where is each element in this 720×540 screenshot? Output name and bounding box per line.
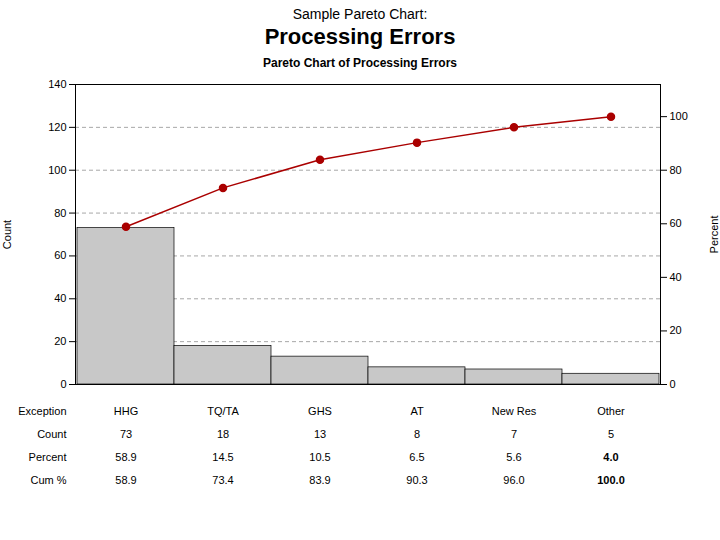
svg-text:58.9: 58.9 <box>115 474 136 486</box>
svg-text:20: 20 <box>670 324 682 336</box>
svg-text:HHG: HHG <box>114 405 138 417</box>
svg-text:4.0: 4.0 <box>603 451 618 463</box>
html-text:Processing Errors: Processing Errors <box>264 24 456 49</box>
svg-text:5.6: 5.6 <box>506 451 521 463</box>
svg-text:60: 60 <box>670 217 682 229</box>
svg-text:20: 20 <box>54 335 66 347</box>
svg-text:14.5: 14.5 <box>212 451 233 463</box>
svg-text:73.4: 73.4 <box>212 474 233 486</box>
svg-text:100: 100 <box>670 110 688 122</box>
svg-text:140: 140 <box>48 78 66 90</box>
svg-text:73: 73 <box>120 428 132 440</box>
svg-text:7: 7 <box>511 428 517 440</box>
svg-text:90.3: 90.3 <box>406 474 427 486</box>
svg-text:83.9: 83.9 <box>309 474 330 486</box>
svg-text:10.5: 10.5 <box>309 451 330 463</box>
svg-text:0: 0 <box>60 378 66 390</box>
svg-text:GHS: GHS <box>308 405 332 417</box>
svg-text:58.9: 58.9 <box>115 451 136 463</box>
svg-text:100: 100 <box>48 164 66 176</box>
html-text:Pareto Chart of Processing Err: Pareto Chart of Processing Errors <box>263 56 457 70</box>
svg-text:8: 8 <box>414 428 420 440</box>
svg-text:TQ/TA: TQ/TA <box>207 405 239 417</box>
svg-text:80: 80 <box>54 207 66 219</box>
svg-text:96.0: 96.0 <box>503 474 524 486</box>
svg-text:100.0: 100.0 <box>597 474 625 486</box>
svg-text:Exception: Exception <box>18 405 66 417</box>
svg-text:Count: Count <box>37 428 66 440</box>
svg-text:Percent: Percent <box>29 451 67 463</box>
svg-text:60: 60 <box>54 249 66 261</box>
svg-text:40: 40 <box>54 292 66 304</box>
svg-text:Percent: Percent <box>708 216 720 254</box>
svg-text:0: 0 <box>670 378 676 390</box>
svg-text:6.5: 6.5 <box>409 451 424 463</box>
svg-text:Cum %: Cum % <box>30 474 66 486</box>
html-text:Sample Pareto Chart:: Sample Pareto Chart: <box>292 6 428 22</box>
svg-text:Other: Other <box>597 405 625 417</box>
svg-text:AT: AT <box>410 405 424 417</box>
svg-text:18: 18 <box>217 428 229 440</box>
svg-text:13: 13 <box>314 428 326 440</box>
svg-text:40: 40 <box>670 271 682 283</box>
svg-text:New Res: New Res <box>492 405 537 417</box>
svg-text:80: 80 <box>670 164 682 176</box>
svg-text:120: 120 <box>48 121 66 133</box>
svg-text:5: 5 <box>608 428 614 440</box>
svg-text:Count: Count <box>1 220 13 249</box>
